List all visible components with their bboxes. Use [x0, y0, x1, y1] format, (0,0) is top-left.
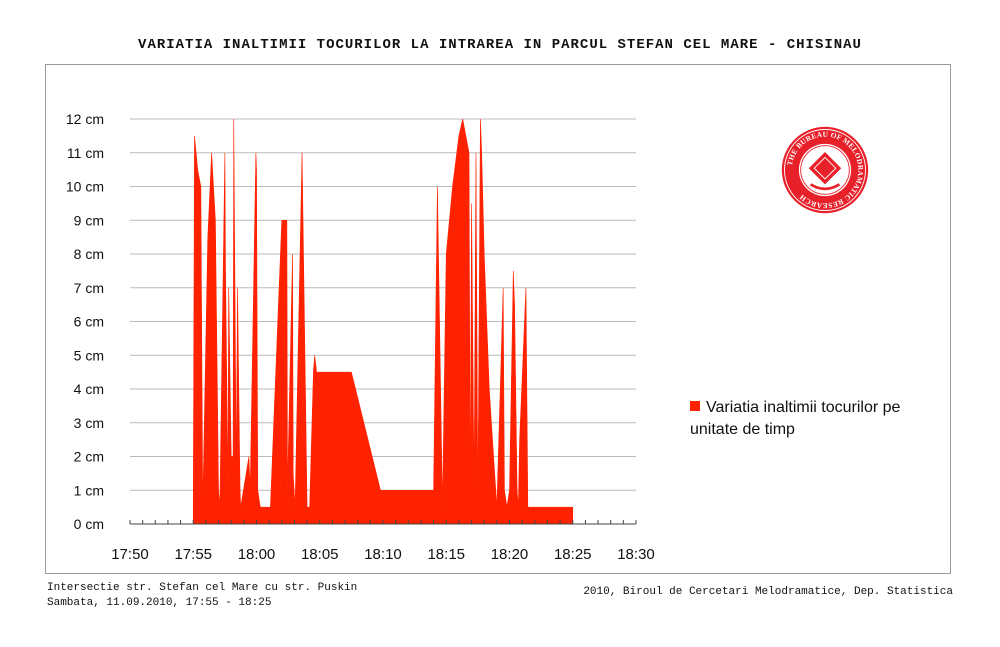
seal-emblem-icon: THE BUREAU OF MELODRAMATIC RESEARCH [781, 126, 869, 214]
y-tick-label: 4 cm [74, 381, 104, 397]
series-area [192, 118, 574, 525]
y-tick-label: 7 cm [74, 280, 104, 296]
y-tick-label: 6 cm [74, 314, 104, 330]
x-axis [129, 520, 637, 525]
x-tick-labels: 17:50 17:55 18:00 18:05 18:10 18:15 18:20 18:25… [111, 546, 655, 563]
x-tick-label: 18:25 [554, 546, 592, 563]
x-tick-label: 17:55 [174, 546, 212, 563]
y-tick-label: 9 cm [74, 212, 104, 228]
y-tick-label: 10 cm [66, 179, 104, 195]
x-tick-label: 18:05 [301, 546, 339, 563]
y-tick-label: 2 cm [74, 449, 104, 465]
footer-left: Intersectie str. Stefan cel Mare cu str.… [47, 581, 357, 611]
legend-swatch [690, 401, 700, 411]
y-tick-label: 1 cm [74, 482, 104, 498]
legend-label: Variatia inaltimii tocurilor pe unitate … [690, 399, 901, 438]
y-tick-label: 12 cm [66, 111, 104, 127]
y-tick-label: 8 cm [74, 246, 104, 262]
y-tick-label: 0 cm [74, 516, 104, 532]
footer-location: Intersectie str. Stefan cel Mare cu str.… [47, 582, 358, 594]
x-tick-label: 17:50 [111, 546, 149, 563]
chart-frame [45, 64, 951, 574]
y-tick-label: 5 cm [74, 347, 104, 363]
x-tick-label: 18:00 [238, 546, 276, 563]
y-tick-label: 3 cm [74, 415, 104, 431]
x-tick-label: 18:30 [617, 546, 655, 563]
footer-date-time: Sambata, 11.09.2010, 17:55 - 18:25 [47, 597, 272, 609]
page-title: VARIATIA INALTIMII TOCURILOR LA INTRAREA… [138, 37, 862, 53]
data-area [192, 118, 574, 525]
legend: Variatia inaltimii tocurilor pe unitate … [690, 397, 950, 441]
x-tick-label: 18:20 [491, 546, 529, 563]
x-tick-label: 18:15 [427, 546, 465, 563]
footer-credit: 2010, Biroul de Cercetari Melodramatice,… [583, 586, 953, 598]
x-tick-label: 18:10 [364, 546, 402, 563]
y-tick-label: 11 cm [67, 145, 104, 161]
y-tick-labels: 0 cm 1 cm 2 cm 3 cm 4 cm 5 cm 6 cm 7 cm 8 cm 9 cm… [66, 111, 104, 532]
